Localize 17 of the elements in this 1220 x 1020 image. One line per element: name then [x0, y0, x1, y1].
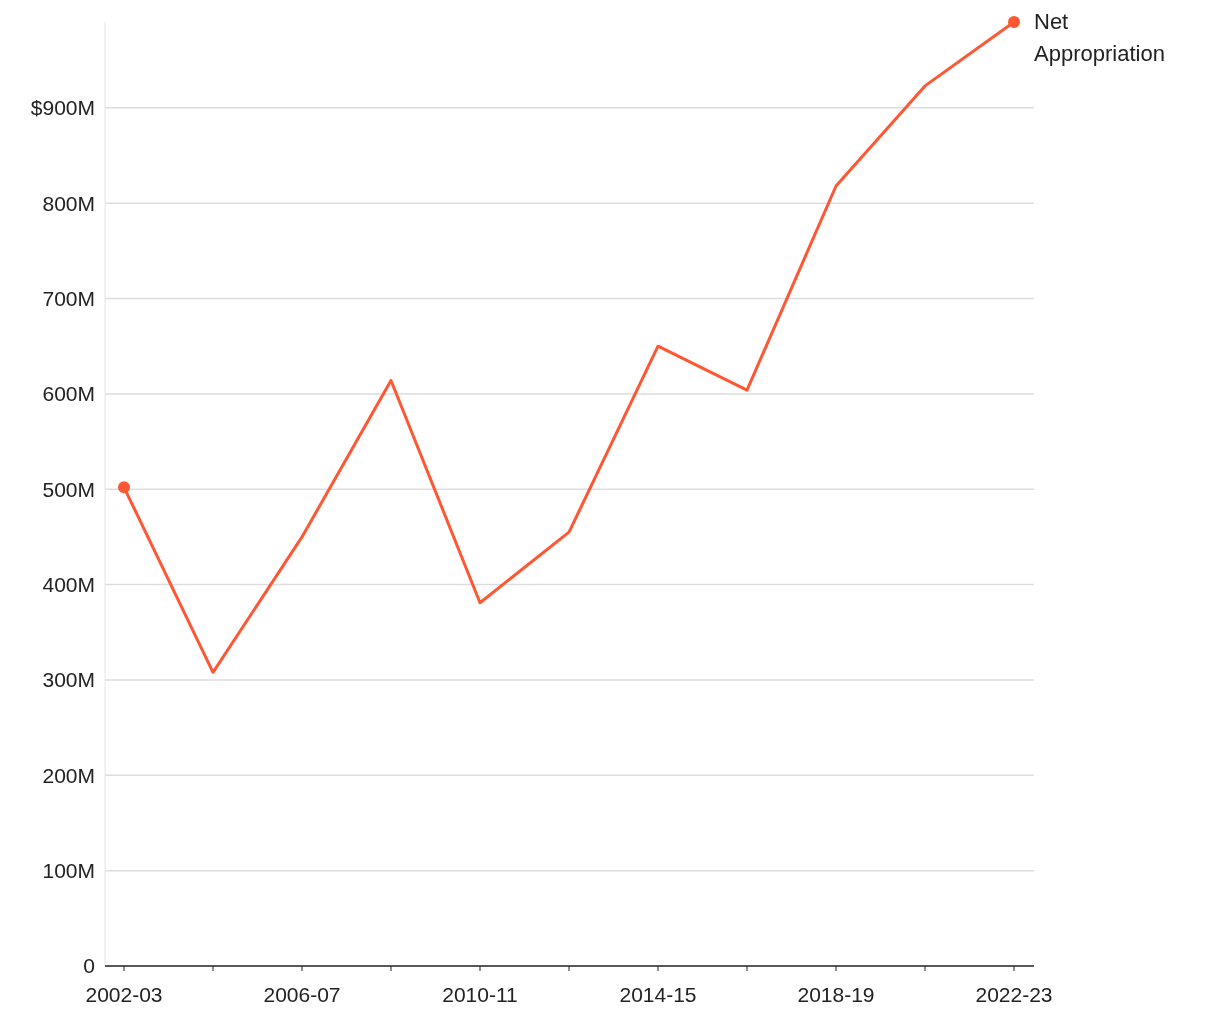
- y-tick-label: 500M: [42, 477, 95, 501]
- y-tick-label: $900M: [30, 96, 95, 120]
- y-tick-label: 200M: [42, 763, 95, 787]
- x-tick-label: 2014-15: [619, 983, 697, 1006]
- y-tick-label: 700M: [42, 286, 95, 310]
- y-tick-label: 400M: [42, 572, 95, 596]
- x-tick-label: 2018-19: [797, 983, 875, 1006]
- x-tick-label: 2006-07: [263, 983, 341, 1006]
- x-tick-label: 2022-23: [975, 983, 1053, 1006]
- y-tick-label: 800M: [42, 191, 95, 215]
- x-tick-label: 2002-03: [85, 983, 163, 1006]
- y-tick-label: 600M: [42, 382, 95, 406]
- series-label: Net Appropriation: [1034, 9, 1165, 66]
- y-tick-label: 0: [83, 954, 95, 978]
- y-tick-label: 300M: [42, 668, 95, 692]
- x-tick-label: 2010-11: [442, 983, 518, 1006]
- y-tick-label: 100M: [42, 859, 95, 882]
